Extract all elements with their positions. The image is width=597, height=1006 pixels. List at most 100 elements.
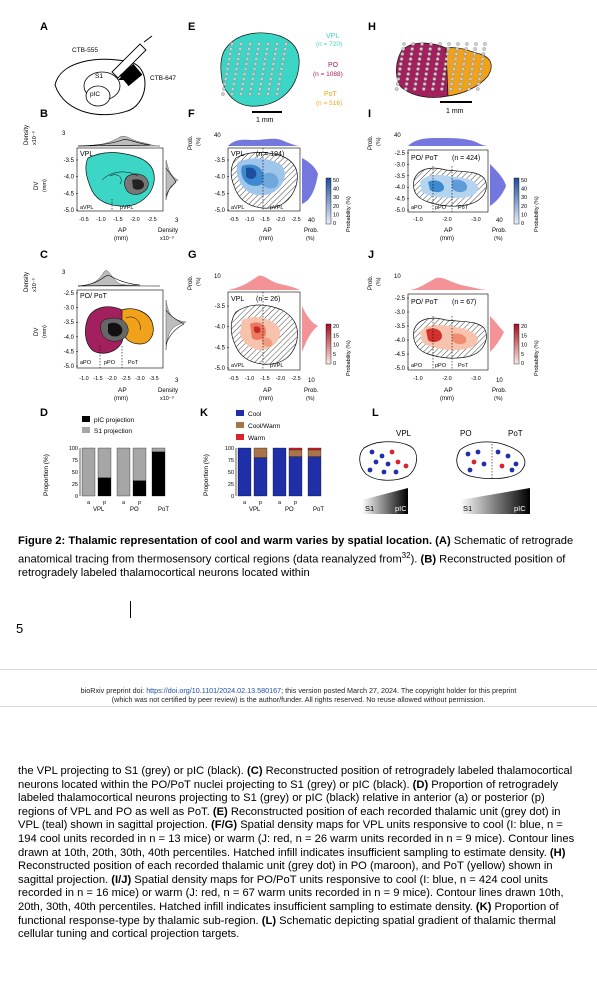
c-top-tick: 3 [62, 270, 66, 276]
k-legend-warm: Warm [248, 435, 265, 442]
unit-dot [268, 82, 272, 86]
colorbar-tick: 50 [521, 178, 527, 184]
unit-dot [257, 42, 261, 46]
bar-segment [116, 447, 131, 497]
unit-dot [434, 67, 438, 71]
y-tick-label: -2.5 [395, 151, 406, 157]
panel-k-legend: Cool Cool/Warm Warm [236, 410, 280, 442]
caption-a-end: ). [410, 553, 418, 566]
unit-dot [478, 72, 482, 76]
y-tick-label: -3.0 [395, 310, 406, 316]
label-pic: pIC [90, 91, 100, 98]
unit-dot [462, 62, 466, 66]
c-right-unit: x10⁻³ [160, 396, 174, 402]
unit-dot [266, 42, 270, 46]
chart-d: 100 75 50 25 0 a p a p [69, 446, 166, 506]
unit-dot [402, 42, 406, 46]
k-y-label: Proportion (%) [203, 454, 210, 496]
colorbar-tick: 30 [333, 195, 339, 201]
unit-dot [427, 52, 432, 56]
unit-dot [453, 57, 458, 61]
y-tick-label: -3.0 [395, 162, 406, 168]
bar-sub-label: a [278, 500, 282, 506]
panel-c-plot: Density x10⁻³ 3 PO/ PoT aPO pPO PoT DV (… [24, 270, 187, 402]
figure-caption-continued: the VPL projecting to S1 (grey) or pIC (… [18, 765, 580, 942]
unit-dot [243, 67, 248, 71]
colorbar-tick: 15 [333, 333, 339, 339]
cell-dot [403, 463, 409, 469]
preprint-notice: bioRxiv preprint doi: https://doi.org/10… [0, 686, 597, 704]
g-top-tick: 10 [214, 274, 221, 280]
unit-dot [222, 87, 226, 91]
unit-dot [249, 87, 253, 91]
g-right-prob-unit: (%) [306, 396, 315, 402]
cell-dot [369, 449, 375, 455]
panel-letter-g: G [188, 249, 197, 261]
caption-b-label: (B) [420, 553, 437, 566]
j-x-label: AP [444, 387, 453, 394]
unit-dot [410, 47, 414, 51]
caption-part-text: Proportion of retrogradely labeled thala… [18, 778, 559, 818]
unit-dot [226, 62, 231, 66]
y-tick-label: -4.0 [64, 175, 75, 181]
j-cbar-label: Probability (%) [534, 340, 540, 376]
i-prob-unit: (%) [376, 137, 382, 146]
preprint-post: ; this version posted March 27, 2024. Th… [281, 686, 517, 695]
label-ctb555: CTB-555 [72, 47, 98, 54]
unit-dot [480, 57, 485, 61]
chart-k: 100 75 50 25 0 a p a p [225, 446, 322, 506]
unit-dot [276, 87, 280, 91]
unit-dot [431, 82, 436, 86]
caption-part-label: (K) [475, 900, 492, 913]
unit-dot [415, 72, 419, 76]
x-tick-label: -2.0 [107, 376, 116, 382]
bar-sub-label: p [138, 500, 141, 506]
j-prob-label: Prob. [368, 275, 374, 290]
f-colorbar-ticks: 50 40 30 20 10 0 [333, 178, 339, 227]
panel-letter-b: B [40, 108, 48, 120]
caption-part-label: (E) [212, 805, 228, 818]
panel-letter-c: C [40, 249, 48, 261]
e-legend-po: PO [328, 62, 339, 69]
unit-dot [444, 62, 448, 66]
caption-ref: 32 [401, 550, 411, 560]
panel-letter-f: F [188, 108, 195, 120]
i-y-ticks: -2.5 -3.0 -3.5 -4.0 -4.5 -5.0 [395, 151, 409, 214]
bar-segment [288, 447, 303, 451]
x-tick-label: -3.0 [135, 376, 144, 382]
unit-dot [420, 42, 424, 46]
cell-dot [509, 467, 515, 473]
unit-dot [263, 57, 268, 61]
k-group-vpl: VPL [249, 507, 261, 513]
unit-dot [467, 82, 472, 86]
unit-dot [228, 52, 232, 56]
c-y-ticks: -2.5 -3.0 -3.5 -4.0 -4.5 -5.0 [64, 291, 78, 370]
i-right-tick: 40 [496, 218, 503, 224]
x-tick-label: -3.0 [471, 217, 480, 223]
i-prob-label: Prob. [368, 135, 374, 150]
k-legend-coolwarm: Cool/Warm [248, 423, 280, 430]
k-group-pot: PoT [313, 507, 324, 513]
i-colorbar-ticks: 50 40 30 20 10 0 [521, 178, 527, 227]
unit-dot [396, 77, 401, 81]
unit-dot [449, 87, 453, 91]
colorbar-tick: 40 [521, 187, 527, 193]
caption-part-text: Spatial density maps for VPL units respo… [18, 819, 575, 859]
unit-dot [435, 57, 440, 61]
k-legend-swatch-warm [236, 434, 244, 440]
unit-dot [238, 47, 242, 51]
d-legend-swatch-pic [82, 416, 90, 422]
unit-dot [230, 92, 234, 96]
page-divider-bottom [0, 706, 597, 707]
unit-dot [237, 52, 241, 56]
e-legend-po-n: (n = 1088) [313, 71, 343, 78]
unit-dot [283, 47, 287, 51]
unit-dot [250, 82, 254, 86]
x-tick-label: -1.5 [113, 217, 122, 223]
unit-dot [450, 77, 455, 81]
doi-link[interactable]: https://doi.org/10.1101/2024.02.13.58016… [146, 686, 282, 695]
colorbar-tick: 10 [521, 343, 527, 349]
unit-dot [232, 82, 236, 86]
panel-letter-j: J [368, 249, 374, 261]
cell-dot [505, 453, 511, 459]
